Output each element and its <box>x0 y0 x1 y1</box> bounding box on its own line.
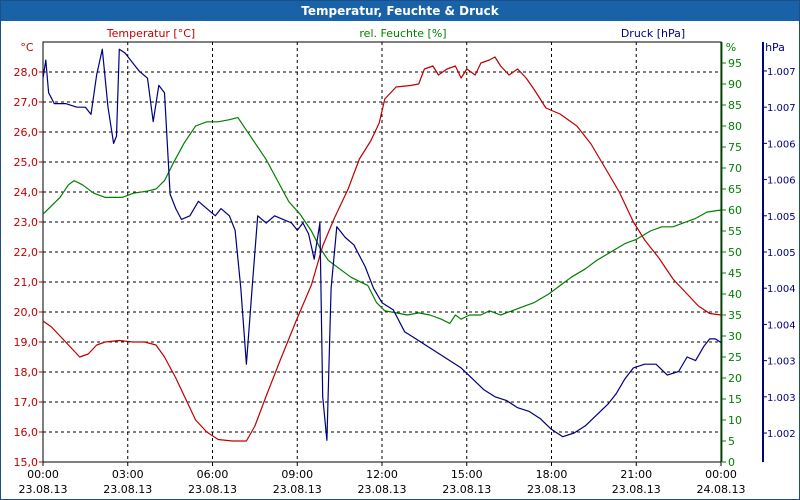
x-tick-label-date: 23.08.13 <box>103 483 152 496</box>
x-tick-label-time: 00:00 <box>27 468 59 481</box>
humidity-tick-label: 20 <box>728 372 742 385</box>
humidity-tick-label: 0 <box>728 456 735 469</box>
x-tick-label-date: 23.08.13 <box>527 483 576 496</box>
temperature-tick-label: 22,0 <box>14 246 39 259</box>
x-tick-label-date: 23.08.13 <box>442 483 491 496</box>
temperature-tick-label: 25,0 <box>14 156 39 169</box>
humidity-tick-label: 15 <box>728 393 742 406</box>
x-tick-label-date: 23.08.13 <box>19 483 68 496</box>
humidity-tick-label: 95 <box>728 57 742 70</box>
pressure-tick-label: 1.005 <box>767 248 796 259</box>
temperature-tick-label: 18,0 <box>14 366 39 379</box>
series-lines <box>42 48 722 442</box>
axes <box>39 41 767 466</box>
axis-labels: 00:00 23.08.13 03:00 23.08.13 06:00 23.08.13 0… <box>14 27 796 496</box>
x-tick-label-time: 03:00 <box>112 468 144 481</box>
temperature-tick-label: 27,0 <box>14 96 39 109</box>
temperature-tick-label: 21,0 <box>14 276 39 289</box>
temperature-tick-label: 23,0 <box>14 216 39 229</box>
pressure-tick-label: 1.006 <box>767 139 796 150</box>
series-line-pressure <box>42 48 722 441</box>
chart-title: Temperatur, Feuchte & Druck <box>1 1 799 21</box>
temperature-tick-label: 26,0 <box>14 126 39 139</box>
humidity-tick-label: 60 <box>728 204 742 217</box>
chart-canvas: 00:00 23.08.13 03:00 23.08.13 06:00 23.08.13 0… <box>14 27 796 496</box>
pressure-axis-label: Druck [hPa] <box>621 27 685 40</box>
humidity-tick-label: 55 <box>728 225 742 238</box>
humidity-tick-label: 30 <box>728 330 742 343</box>
grid-lines <box>43 42 721 462</box>
temperature-tick-label: 28,0 <box>14 66 39 79</box>
temperature-tick-label: 16,0 <box>14 426 39 439</box>
humidity-tick-label: 40 <box>728 288 742 301</box>
x-tick-label-time: 00:00 <box>705 468 737 481</box>
x-tick-label-date: 23.08.13 <box>273 483 322 496</box>
temperature-unit: °C <box>20 41 34 54</box>
temperature-tick-label: 15,0 <box>14 456 39 469</box>
x-tick-label-date: 23.08.13 <box>188 483 237 496</box>
x-tick-label-date: 23.08.13 <box>612 483 661 496</box>
x-tick-label-time: 09:00 <box>281 468 313 481</box>
temperature-tick-label: 20,0 <box>14 306 39 319</box>
pressure-tick-label: 1.004 <box>767 320 796 331</box>
humidity-tick-label: 80 <box>728 120 742 133</box>
humidity-tick-label: 70 <box>728 162 742 175</box>
humidity-tick-label: 65 <box>728 183 742 196</box>
temperature-tick-label: 19,0 <box>14 336 39 349</box>
x-tick-label-time: 15:00 <box>451 468 483 481</box>
x-tick-label-time: 18:00 <box>536 468 568 481</box>
x-tick-label-date: 24.08.13 <box>697 483 746 496</box>
pressure-tick-label: 1.003 <box>767 357 796 368</box>
humidity-tick-label: 90 <box>728 78 742 91</box>
humidity-tick-label: 10 <box>728 414 742 427</box>
humidity-tick-label: 35 <box>728 309 742 322</box>
humidity-tick-label: 50 <box>728 246 742 259</box>
temperature-axis-label: Temperatur [°C] <box>106 27 195 40</box>
temperature-tick-label: 17,0 <box>14 396 39 409</box>
pressure-tick-label: 1.006 <box>767 176 796 187</box>
x-tick-label-date: 23.08.13 <box>358 483 407 496</box>
x-tick-label-time: 06:00 <box>197 468 229 481</box>
humidity-axis-label: rel. Feuchte [%] <box>359 27 446 40</box>
pressure-tick-label: 1.007 <box>767 103 796 114</box>
x-tick-label-time: 12:00 <box>366 468 398 481</box>
humidity-tick-label: 25 <box>728 351 742 364</box>
x-tick-label-time: 21:00 <box>620 468 652 481</box>
series-line-humidity <box>42 116 722 324</box>
humidity-tick-label: 75 <box>728 141 742 154</box>
humidity-tick-label: 45 <box>728 267 742 280</box>
humidity-unit: % <box>726 41 736 54</box>
pressure-tick-label: 1.003 <box>767 393 796 404</box>
humidity-tick-label: 85 <box>728 99 742 112</box>
pressure-tick-label: 1.007 <box>767 67 796 78</box>
temperature-tick-label: 24,0 <box>14 186 39 199</box>
pressure-tick-label: 1.004 <box>767 284 796 295</box>
pressure-tick-label: 1.002 <box>767 429 796 440</box>
humidity-tick-label: 5 <box>728 435 735 448</box>
pressure-unit: hPa <box>765 41 785 54</box>
pressure-tick-label: 1.005 <box>767 212 796 223</box>
series-line-temperature <box>42 56 722 442</box>
